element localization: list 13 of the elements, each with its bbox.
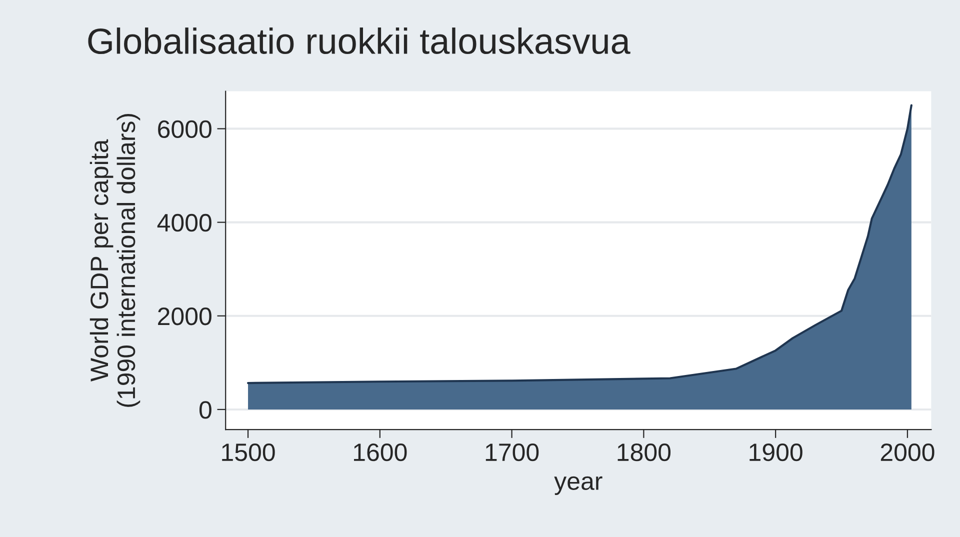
x-tick-label: 1900 <box>750 443 802 462</box>
y-tick-label: 4000 <box>157 214 212 232</box>
x-axis-title: year <box>554 476 602 495</box>
x-tick-label: 1600 <box>354 443 407 462</box>
x-tick-label: 1700 <box>486 443 539 462</box>
y-tick-label: 0 <box>199 401 212 419</box>
y-tick-label: 2000 <box>158 307 212 326</box>
chart-title: Globalisaatio ruokkii talouskasvua <box>88 28 630 54</box>
y-axis-title: World GDP per capita (1990 international dollars) <box>90 114 140 407</box>
x-tick-label: 1800 <box>618 443 671 462</box>
x-tick-label: 1500 <box>222 443 275 462</box>
x-tick-label: 2000 <box>880 443 934 462</box>
y-tick-label: 6000 <box>158 120 212 138</box>
